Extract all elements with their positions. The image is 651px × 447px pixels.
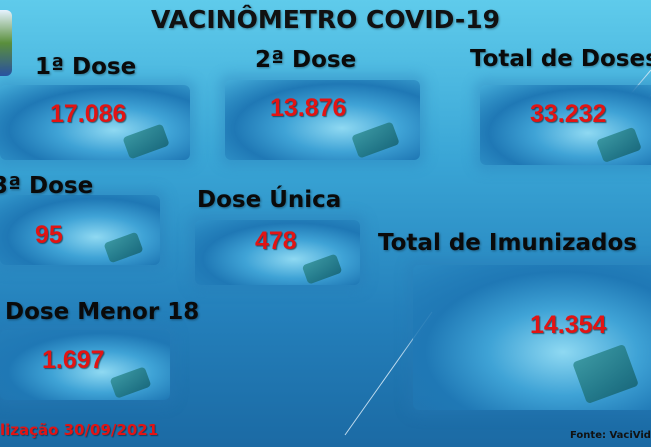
card-under-18-image bbox=[0, 330, 170, 400]
second-dose-label: 2ª Dose bbox=[255, 47, 357, 73]
card-total-immunized-image bbox=[413, 265, 651, 410]
page-title: VACINÔMETRO COVID-19 bbox=[151, 5, 500, 34]
single-dose-label: Dose Única bbox=[197, 187, 342, 213]
card-single-dose-image bbox=[195, 220, 360, 285]
total-doses-value: 33.232 bbox=[530, 100, 607, 128]
total-immunized-value: 14.354 bbox=[530, 311, 607, 339]
update-date: lização 30/09/2021 bbox=[0, 421, 159, 439]
municipality-logo bbox=[0, 10, 12, 76]
total-immunized-label: Total de Imunizados bbox=[378, 230, 637, 256]
second-dose-value: 13.876 bbox=[270, 94, 347, 122]
card-total-doses-image bbox=[480, 85, 651, 165]
under-18-dose-label: Dose Menor 18 bbox=[5, 299, 200, 325]
card-first-dose-image bbox=[0, 85, 190, 160]
card-second-dose-image bbox=[225, 80, 420, 160]
third-dose-label: 3ª Dose bbox=[0, 173, 94, 199]
under-18-dose-value: 1.697 bbox=[42, 346, 105, 374]
third-dose-value: 95 bbox=[35, 221, 63, 249]
source-credit: Fonte: VaciVid bbox=[570, 430, 651, 441]
card-third-dose-image bbox=[0, 195, 160, 265]
first-dose-value: 17.086 bbox=[50, 100, 127, 128]
single-dose-value: 478 bbox=[255, 227, 297, 255]
first-dose-label: 1ª Dose bbox=[35, 54, 137, 80]
total-doses-label: Total de Doses bbox=[470, 46, 651, 72]
